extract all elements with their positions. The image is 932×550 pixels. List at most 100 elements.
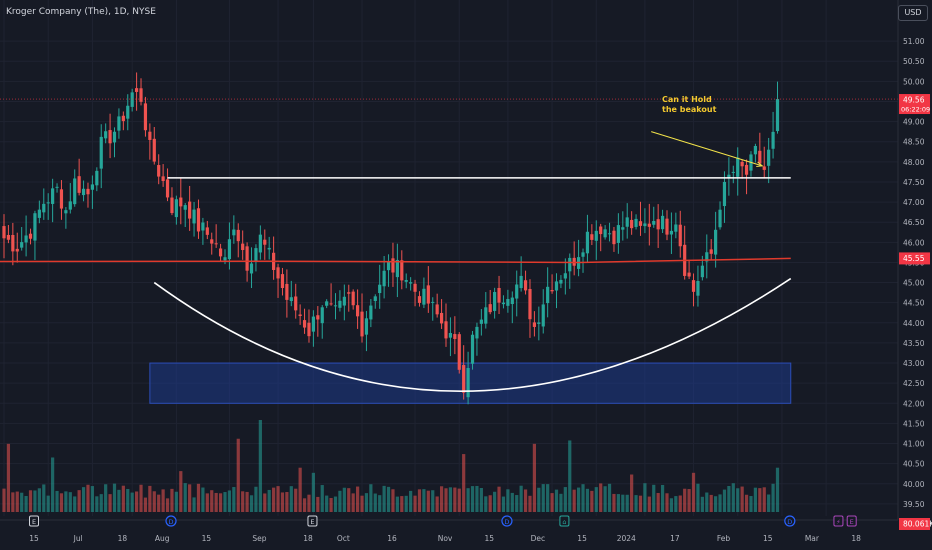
volume-bar <box>696 483 700 512</box>
candle-body <box>621 227 625 230</box>
earnings-icon[interactable]: E <box>307 515 318 527</box>
earnings-icon[interactable]: E <box>846 515 857 527</box>
volume-bar <box>669 498 674 512</box>
time-tick-label: 15 <box>577 534 587 543</box>
volume-bar <box>439 486 444 512</box>
symbol-title[interactable]: Kroger Company (The), 1D, NYSE <box>6 7 156 17</box>
volume-bar <box>554 489 559 512</box>
candle-body <box>674 224 678 232</box>
candle-body <box>294 296 298 311</box>
candle-body <box>771 131 775 149</box>
candle-body <box>391 258 395 273</box>
candle-body <box>594 230 598 241</box>
volume-bar <box>630 474 634 512</box>
candle-body <box>298 314 302 316</box>
volume-bar <box>422 489 426 512</box>
volume-bar <box>157 494 161 512</box>
volume-bar <box>493 491 497 512</box>
lightning-icon[interactable]: ⚡ <box>833 515 844 527</box>
candle-body <box>519 275 523 289</box>
volume-bar <box>218 493 223 512</box>
price-tick-label: 48.50 <box>903 138 925 147</box>
volume-bar <box>126 489 130 512</box>
volume-bar <box>484 496 488 512</box>
price-tick-label: 41.50 <box>903 419 925 428</box>
dividend-icon[interactable]: D <box>501 515 513 527</box>
candle-body <box>258 234 262 253</box>
volume-bar <box>121 485 125 512</box>
volume-bar <box>643 483 647 512</box>
candle-body <box>630 219 634 229</box>
time-tick-label: 16 <box>387 534 397 543</box>
candle-body <box>581 252 585 257</box>
currency-button[interactable]: USD <box>898 5 928 21</box>
split-icon[interactable]: ⌂ <box>559 515 570 527</box>
time-axis-labels: 15 Jul 18 Aug 15 Sep 18 Oct 16 Nov 15 Dec 15 2024 17 Fe… <box>29 534 861 543</box>
volume-bar <box>647 496 651 512</box>
volume-bar <box>736 488 740 512</box>
candle-body <box>493 292 497 311</box>
volume-bar <box>753 487 757 512</box>
candle-body <box>616 225 620 243</box>
price-tick-label: 44.50 <box>903 299 925 308</box>
time-tick-label: Jul <box>73 534 83 543</box>
volume-bar <box>188 484 192 512</box>
candle-body <box>603 229 607 238</box>
volume-bar <box>674 496 678 512</box>
volume-bar <box>205 493 209 512</box>
candle-body <box>249 263 254 274</box>
candle-body <box>714 229 718 255</box>
volume-bar <box>59 493 64 512</box>
candle-body <box>568 257 572 272</box>
volume-bar <box>81 487 86 512</box>
volume-badge: 80.061K <box>899 518 932 530</box>
candle-body <box>338 300 342 308</box>
volume-bar <box>607 483 612 512</box>
dividend-icon[interactable]: D <box>165 515 177 527</box>
candle-body <box>99 136 103 169</box>
candle-body <box>152 138 156 162</box>
candle-body <box>126 105 130 119</box>
volume-bar <box>771 483 775 512</box>
volume-bar <box>488 495 492 512</box>
candle-body <box>135 88 139 92</box>
volume-bar <box>652 484 656 512</box>
volume-bar <box>369 484 373 512</box>
candle-body <box>528 288 532 320</box>
volume-bar <box>15 491 19 512</box>
price-tick-label: 51.00 <box>903 37 925 46</box>
candle-body <box>590 234 594 240</box>
time-tick-label: 15 <box>29 534 39 543</box>
volume-bar <box>254 486 258 512</box>
candle-body <box>563 273 567 279</box>
candle-body <box>736 157 740 177</box>
candle-body <box>409 282 413 284</box>
price-tick-label: 40.50 <box>903 460 925 469</box>
volume-bar <box>236 438 240 512</box>
volume-bar <box>581 484 585 512</box>
volume-bar <box>749 496 753 512</box>
time-tick-label: Feb <box>717 534 731 543</box>
candle-body <box>634 218 638 227</box>
dividend-icon[interactable]: D <box>784 515 796 527</box>
candle-body <box>554 281 559 291</box>
candle-body <box>744 164 749 175</box>
volume-bar <box>280 492 285 512</box>
earnings-icon[interactable]: E <box>29 515 39 527</box>
volume-bar <box>148 485 152 512</box>
candle-body <box>161 176 165 181</box>
candle-body <box>466 367 470 398</box>
volume-bar <box>470 486 475 512</box>
volume-bar <box>497 486 501 512</box>
candle-body <box>439 312 444 324</box>
candle-body <box>431 301 435 303</box>
candle-body <box>722 181 727 207</box>
volume-bar <box>466 488 470 512</box>
event-marker <box>784 515 796 527</box>
candle-body <box>413 283 417 292</box>
volume-bar <box>409 490 413 512</box>
candle-body <box>6 234 11 240</box>
candle-body <box>599 226 603 235</box>
